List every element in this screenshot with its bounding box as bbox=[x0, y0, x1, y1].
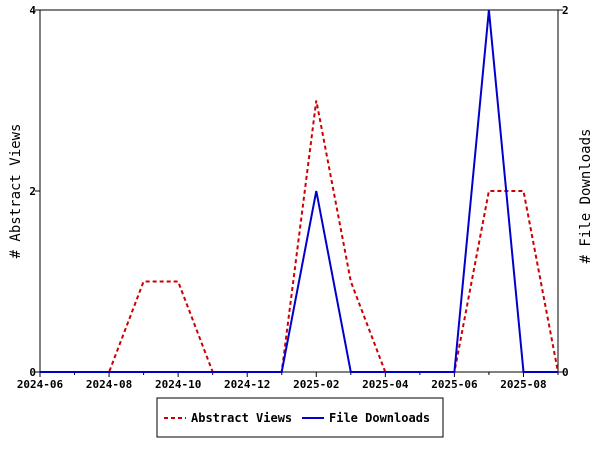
legend-label-abstract-views: Abstract Views bbox=[191, 411, 292, 425]
series-line-abstract-views bbox=[40, 100, 559, 373]
y2-axis-title: # File Downloads bbox=[578, 129, 594, 264]
series-line-file-downloads bbox=[40, 9, 558, 373]
plot-frame bbox=[39, 9, 559, 373]
y-tick-label: 4 bbox=[29, 4, 36, 17]
y-tick-label: 2 bbox=[29, 185, 36, 198]
x-tick-label: 2024-06 bbox=[17, 378, 64, 391]
y2-tick-label: 2 bbox=[562, 4, 569, 17]
x-tick-label: 2024-10 bbox=[155, 378, 201, 391]
x-tick-label: 2025-08 bbox=[500, 378, 546, 391]
x-tick-label: 2025-04 bbox=[362, 378, 409, 391]
x-tick-label: 2025-02 bbox=[293, 378, 339, 391]
x-tick-label: 2025-06 bbox=[431, 378, 478, 391]
legend-label-file-downloads: File Downloads bbox=[329, 411, 430, 425]
x-axis-ticks: 2024-06 2024-08 2024-10 2024-12 2025-02 2025-… bbox=[17, 372, 559, 391]
legend: Abstract Views File Downloads bbox=[156, 397, 444, 438]
legend-box bbox=[156, 397, 444, 438]
x-tick-label: 2024-08 bbox=[86, 378, 132, 391]
y-axis-title: # Abstract Views bbox=[8, 124, 24, 259]
y2-axis-ticks: 02 bbox=[558, 4, 569, 379]
y-axis-ticks: 0 2 4 bbox=[29, 4, 40, 379]
series-layer bbox=[40, 9, 559, 373]
y2-tick-label: 0 bbox=[562, 366, 569, 379]
x-tick-label: 2024-12 bbox=[224, 378, 270, 391]
y-tick-label: 0 bbox=[29, 366, 36, 379]
